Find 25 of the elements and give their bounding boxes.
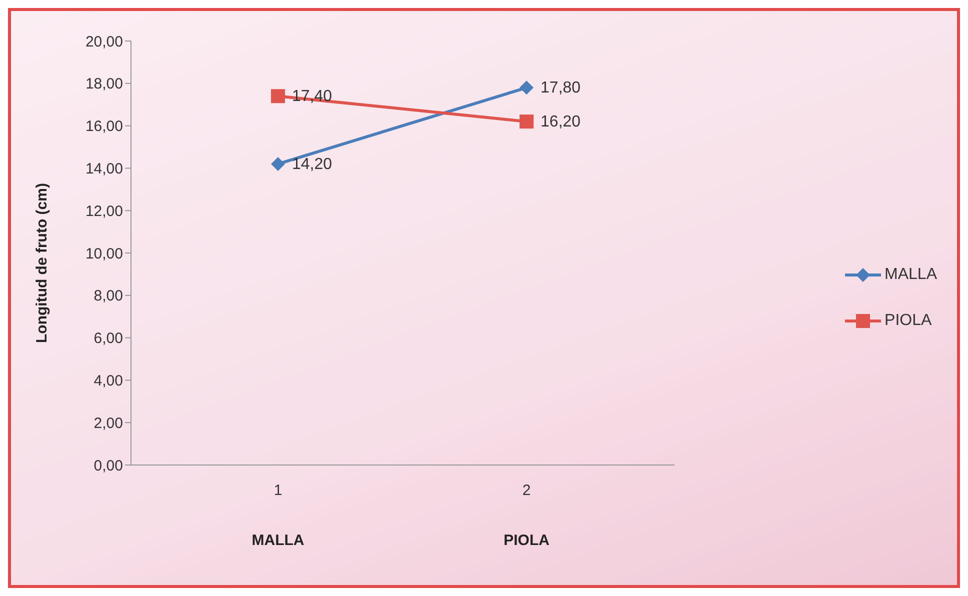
text: MALLA (252, 532, 304, 549)
y-tick-label: 0,00 (94, 457, 123, 474)
y-tick-label: 12,00 (85, 202, 123, 220)
y-tick-label: 8,00 (94, 288, 123, 305)
y-tick-label: 14,00 (85, 160, 123, 178)
legend-label: PIOLA (884, 311, 932, 331)
y-tick-label: 10,00 (85, 245, 123, 262)
data-label: 17,80 (540, 80, 581, 97)
point (520, 80, 534, 95)
y-tick-label: 6,00 (94, 330, 123, 348)
text: PIOLA (504, 532, 550, 549)
data-label: 14,20 (292, 156, 332, 173)
y-tick-label: 20,00 (85, 33, 123, 50)
data-label: 16,20 (540, 114, 581, 131)
point (520, 114, 534, 129)
point (271, 89, 285, 104)
point (271, 156, 285, 171)
legend-label: MALLA (884, 265, 937, 285)
y-axis-title: Longitud de fruto (cm) (33, 183, 50, 343)
y-tick-label: 18,00 (85, 76, 123, 93)
y-tick-label: 16,00 (85, 118, 123, 136)
x-tick-label: 2 (522, 482, 531, 499)
y-tick-label: 2,00 (94, 414, 123, 432)
x-tick-label: 1 (274, 482, 282, 499)
y-tick-label: 4,00 (94, 372, 123, 390)
